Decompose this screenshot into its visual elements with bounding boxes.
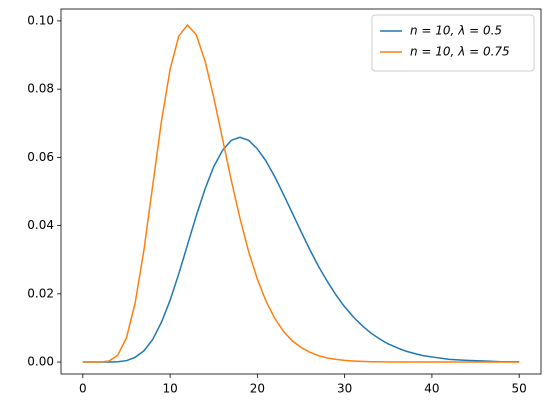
x-tick-label: 30 — [337, 382, 352, 396]
y-tick-label: 0.06 — [27, 150, 54, 164]
series-line — [82, 23, 520, 363]
y-tick-label: 0.08 — [27, 82, 54, 96]
y-tick-label: 0.02 — [27, 286, 54, 300]
plot-frame — [60, 8, 542, 375]
series-line — [82, 136, 520, 363]
y-tick-label: 0.10 — [27, 13, 54, 27]
y-tick-label: 0.00 — [27, 355, 54, 369]
legend-box — [371, 14, 535, 72]
x-tick-label: 10 — [162, 382, 177, 396]
x-tick-label: 0 — [79, 382, 87, 396]
legend-label: n = 10, λ = 0.75 — [410, 45, 510, 59]
y-tick-label: 0.04 — [27, 218, 54, 232]
legend-label: n = 10, λ = 0.5 — [410, 24, 502, 38]
x-tick-label: 50 — [512, 382, 527, 396]
x-tick-label: 20 — [250, 382, 265, 396]
x-tick-label: 40 — [424, 382, 439, 396]
